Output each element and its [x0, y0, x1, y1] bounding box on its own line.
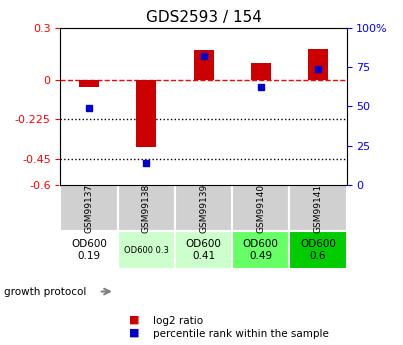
Bar — [308, 49, 328, 80]
Text: GSM99139: GSM99139 — [199, 184, 208, 233]
Bar — [251, 62, 271, 80]
Text: ■: ■ — [129, 314, 139, 324]
Text: ■: ■ — [129, 327, 139, 337]
FancyBboxPatch shape — [175, 231, 232, 269]
Text: OD600
0.19: OD600 0.19 — [71, 239, 107, 261]
Bar — [79, 80, 99, 87]
Text: OD600
0.49: OD600 0.49 — [243, 239, 279, 261]
Bar — [136, 80, 156, 147]
FancyBboxPatch shape — [232, 231, 289, 269]
Bar — [193, 50, 214, 80]
Text: GSM99138: GSM99138 — [142, 184, 151, 233]
FancyBboxPatch shape — [289, 231, 347, 269]
Text: GSM99137: GSM99137 — [85, 184, 93, 233]
FancyBboxPatch shape — [118, 231, 175, 269]
Title: GDS2593 / 154: GDS2593 / 154 — [145, 10, 262, 25]
Text: growth protocol: growth protocol — [4, 287, 86, 296]
FancyBboxPatch shape — [289, 185, 347, 231]
FancyBboxPatch shape — [118, 185, 175, 231]
Text: OD600 0.3: OD600 0.3 — [124, 246, 169, 255]
Text: OD600
0.41: OD600 0.41 — [185, 239, 222, 261]
Text: GSM99140: GSM99140 — [256, 184, 265, 233]
Text: OD600
0.6: OD600 0.6 — [300, 239, 336, 261]
Text: GSM99141: GSM99141 — [314, 184, 322, 233]
FancyBboxPatch shape — [60, 231, 118, 269]
FancyBboxPatch shape — [232, 185, 289, 231]
FancyBboxPatch shape — [60, 185, 118, 231]
Text: percentile rank within the sample: percentile rank within the sample — [153, 329, 329, 339]
FancyBboxPatch shape — [175, 185, 232, 231]
Text: log2 ratio: log2 ratio — [153, 316, 203, 326]
